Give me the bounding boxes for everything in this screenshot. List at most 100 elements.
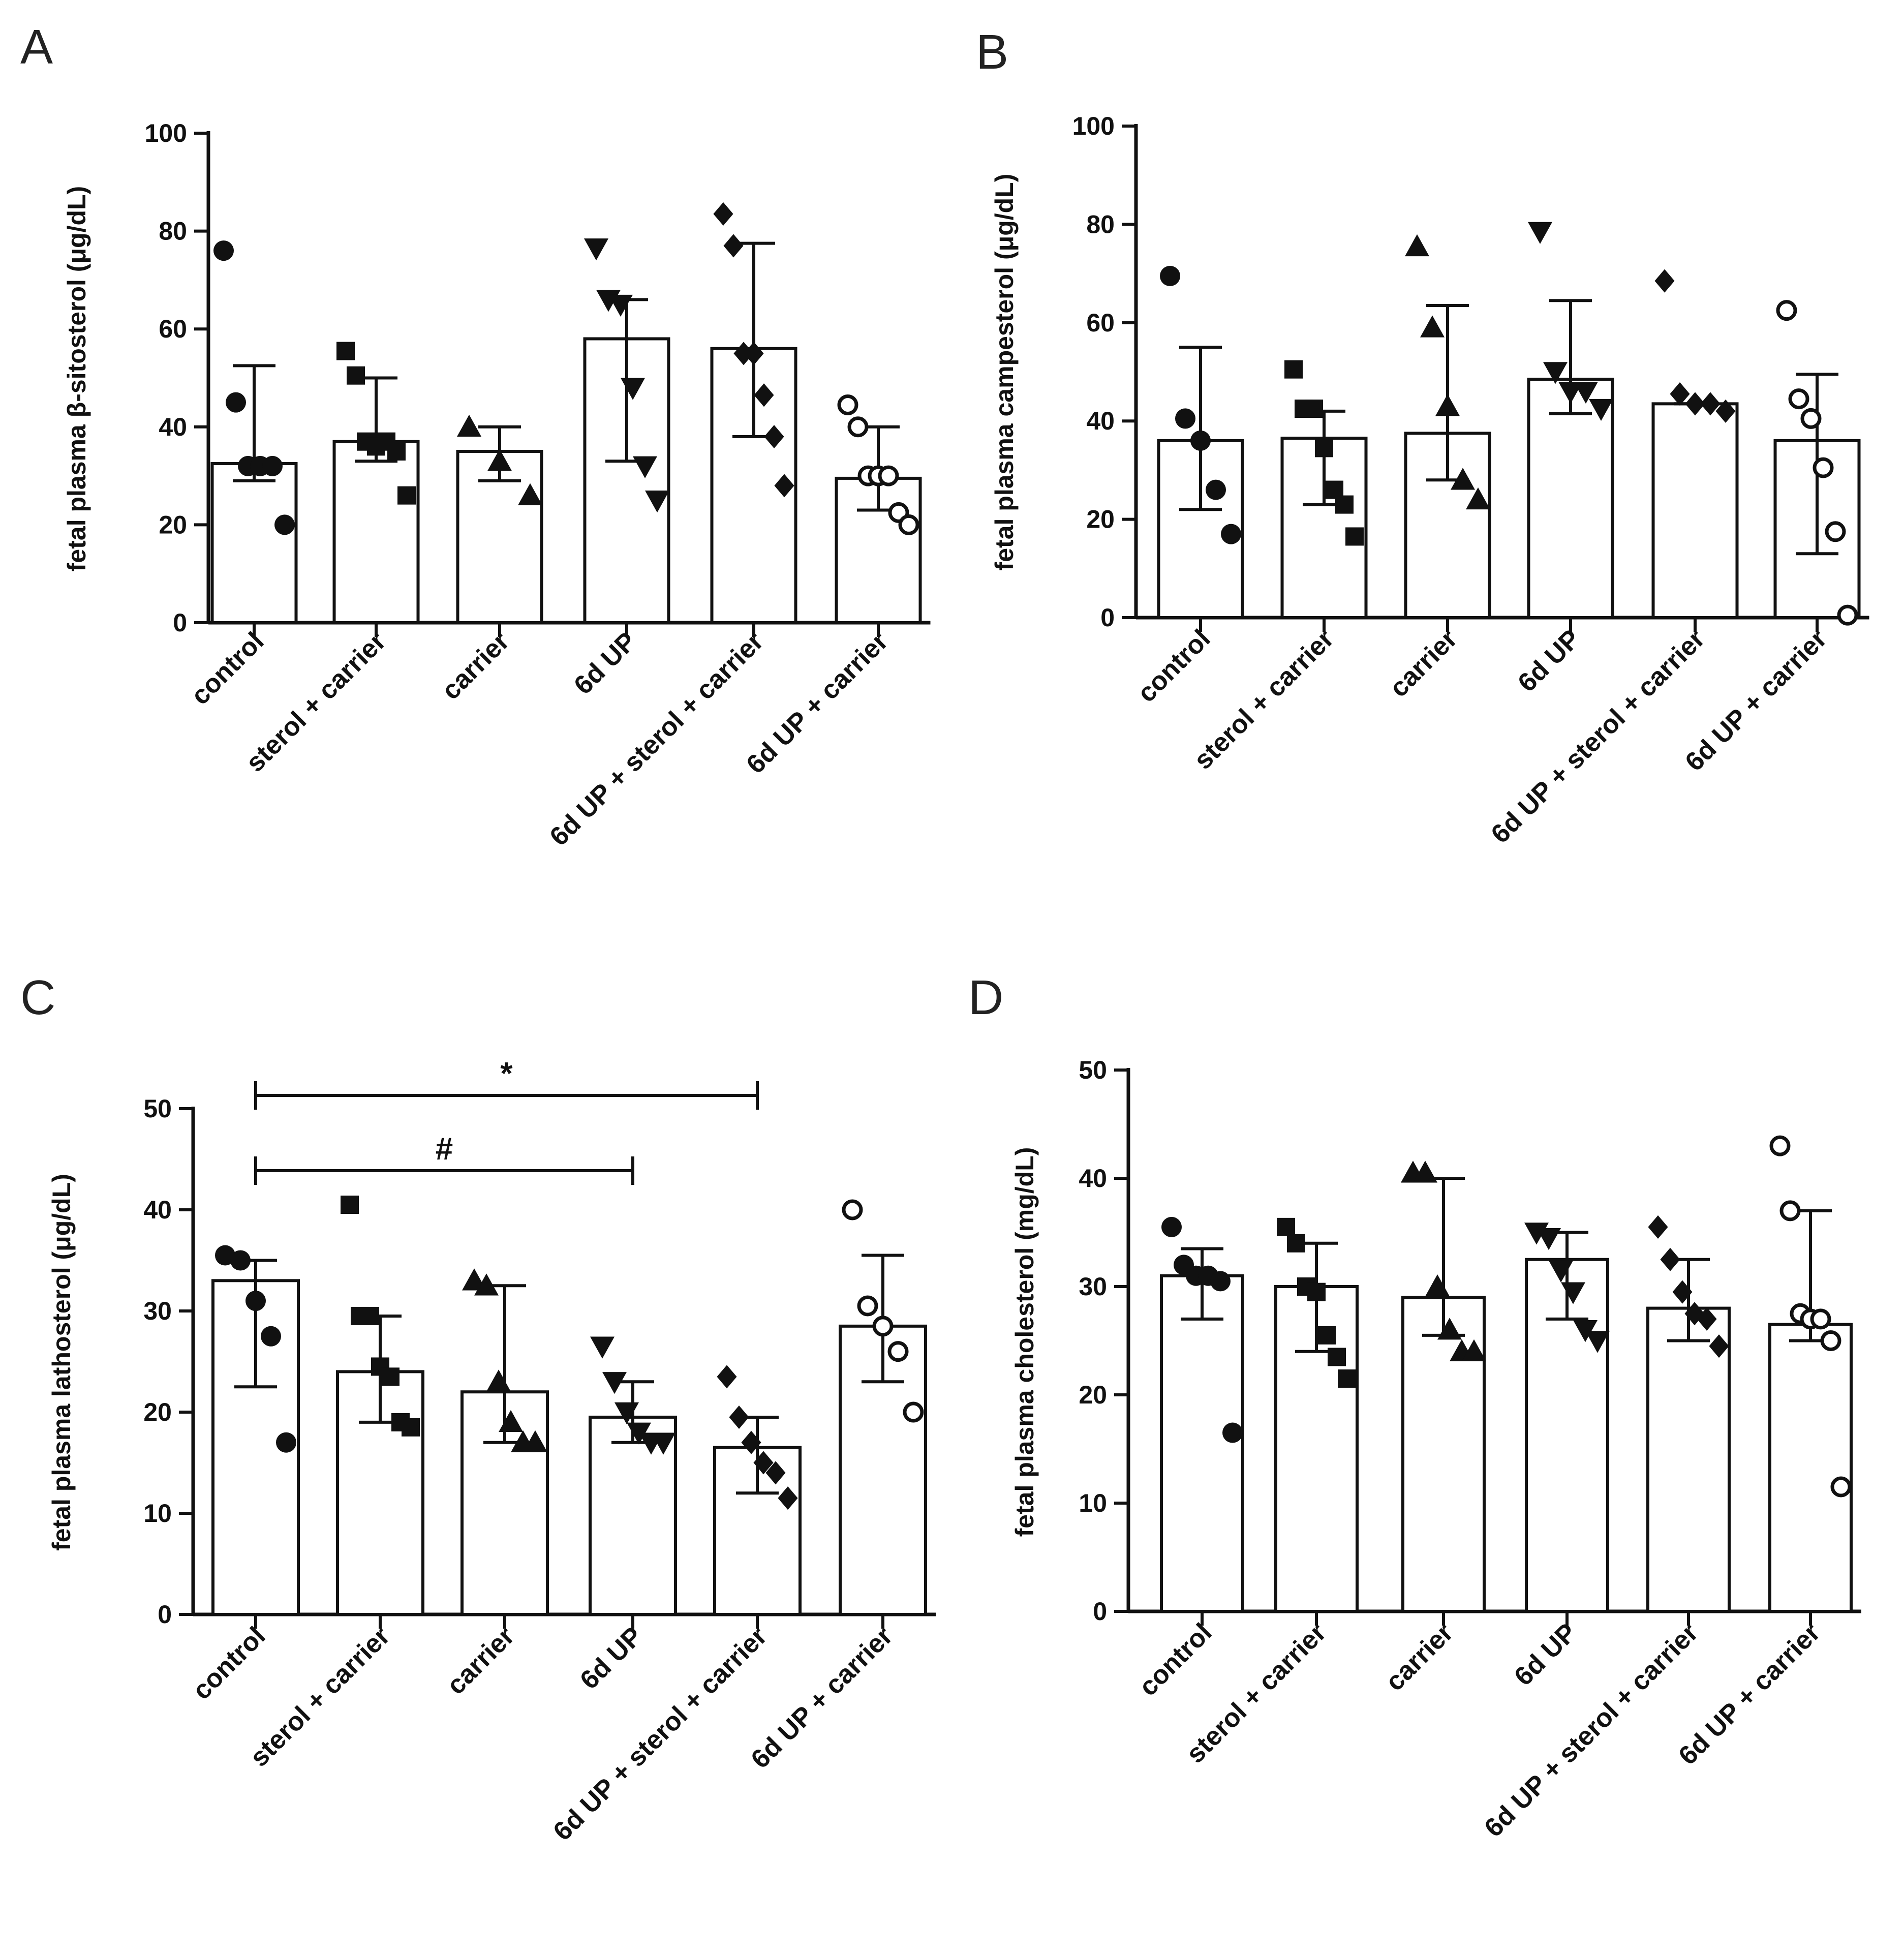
y-tick-label: 40 [159,413,187,441]
data-point [1561,1282,1585,1304]
data-point [499,1410,523,1432]
data-point [1206,479,1226,500]
data-point [1317,1326,1336,1345]
data-point [1413,1161,1437,1183]
data-point [1779,1200,1801,1222]
data-point [1685,392,1705,416]
panel-letter: D [968,970,1003,1025]
y-tick-label: 30 [143,1297,172,1325]
y-tick-label: 30 [1079,1272,1107,1301]
data-point [261,1326,281,1347]
data-point [1537,1228,1561,1250]
data-point [262,455,283,476]
data-point [602,1372,627,1394]
data-point [1175,408,1195,429]
data-point [590,1336,615,1359]
data-point [1190,430,1211,451]
data-point [1825,521,1846,542]
data-point [474,1273,499,1296]
data-point [1161,1216,1182,1237]
data-point [584,238,608,261]
data-point [341,1196,359,1214]
data-point [754,383,774,407]
data-point [744,342,764,365]
data-point [1420,315,1445,338]
data-point [615,1402,639,1424]
y-tick-label: 10 [143,1499,172,1528]
data-point [381,1367,400,1386]
y-tick-label: 60 [159,315,187,343]
y-tick-label: 40 [143,1196,172,1224]
data-point [733,342,754,365]
data-point [1221,524,1241,544]
data-point [1451,468,1475,490]
data-point [1335,495,1354,514]
data-point [857,1295,878,1317]
y-tick-label: 40 [1086,407,1115,435]
data-point [1697,1307,1717,1331]
data-point [336,342,355,360]
data-point [230,1250,251,1271]
data-point [1437,1318,1462,1340]
data-point [621,378,645,400]
data-point [457,414,481,437]
data-point [753,1451,774,1475]
data-point [1672,1280,1693,1304]
data-point [276,1432,296,1453]
bar [1651,402,1739,619]
data-point [1277,1217,1295,1236]
data-point [1549,1260,1573,1283]
y-tick-label: 80 [1086,210,1115,238]
data-point [1405,234,1429,257]
y-axis-title: fetal plasma campesterol (μg/dL) [990,174,1019,571]
data-point [1670,382,1690,406]
panel-letter: C [20,970,55,1025]
data-point [1160,265,1180,286]
data-point [903,1401,924,1423]
y-tick-label: 50 [143,1094,172,1123]
data-point [1589,399,1613,421]
data-point [1709,1334,1729,1358]
y-tick-label: 0 [1093,1597,1107,1626]
data-point [361,1306,379,1325]
y-tick-label: 60 [1086,309,1115,337]
data-point [1284,360,1303,379]
y-tick-label: 0 [1100,603,1115,632]
data-point [627,1422,651,1445]
data-point [1700,392,1721,416]
data-point [213,240,234,261]
data-point [1425,1274,1450,1297]
data-point [717,1365,737,1389]
data-point [1585,1331,1610,1353]
data-point [347,366,365,385]
data-point [1338,1369,1356,1388]
data-point [1210,1271,1231,1292]
y-tick-label: 50 [1079,1056,1107,1084]
y-tick-label: 0 [173,608,187,637]
y-tick-label: 80 [159,217,187,246]
data-point [1287,1234,1305,1253]
panel-letter: A [20,20,53,74]
data-point [402,1418,420,1437]
data-point [713,202,733,226]
data-point [387,442,406,461]
y-axis-title: fetal plasma cholesterol (mg/dL) [1010,1147,1039,1537]
data-point [274,514,295,535]
data-point [1543,362,1568,384]
data-point [847,416,869,438]
data-point [1528,222,1552,244]
data-point [1648,1215,1668,1239]
y-tick-label: 20 [1079,1381,1107,1409]
data-point [226,392,246,413]
data-point [1574,381,1598,404]
data-point [842,1199,863,1220]
data-point [633,456,657,478]
data-point [1820,1330,1841,1351]
data-point [741,1430,761,1454]
data-point [1328,1348,1346,1366]
data-point [723,234,744,258]
data-point [1222,1422,1243,1443]
data-point [774,474,794,498]
data-point [1307,1283,1326,1301]
data-point [778,1486,798,1510]
